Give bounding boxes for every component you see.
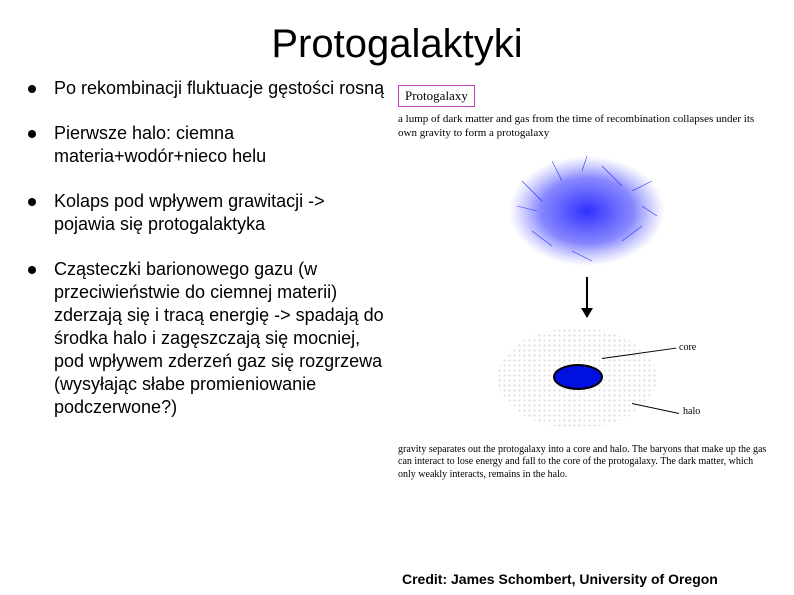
bullet-list: Po rekombinacji fluktuacje gęstości rosn…: [18, 77, 386, 419]
cloud-icon: [502, 151, 672, 271]
protogalaxy-label-box: Protogalaxy: [398, 85, 475, 107]
left-column: Po rekombinacji fluktuacje gęstości rosn…: [18, 77, 398, 461]
arrow-down-icon: [586, 277, 588, 317]
core-label: core: [679, 342, 696, 353]
protogalaxy-figure: core halo gravity separates out the prot…: [398, 151, 776, 461]
figure-top-description: a lump of dark matter and gas from the t…: [398, 113, 776, 141]
content-area: Po rekombinacji fluktuacje gęstości rosn…: [0, 77, 794, 461]
slide-title: Protogalaktyki: [0, 0, 794, 77]
figure-bottom-description: gravity separates out the protogalaxy in…: [398, 438, 776, 482]
bullet-item: Cząsteczki barionowego gazu (w przeciwie…: [36, 258, 386, 419]
collapsed-galaxy: core halo: [467, 328, 707, 438]
credit-text: Credit: James Schombert, University of O…: [402, 571, 718, 587]
halo-label: halo: [683, 406, 700, 417]
arrow-down: [398, 277, 776, 322]
core-region: [553, 364, 603, 390]
right-column: Protogalaxy a lump of dark matter and ga…: [398, 77, 776, 461]
bullet-item: Pierwsze halo: ciemna materia+wodór+niec…: [36, 122, 386, 168]
bullet-item: Kolaps pod wpływem grawitacji -> pojawia…: [36, 190, 386, 236]
bullet-item: Po rekombinacji fluktuacje gęstości rosn…: [36, 77, 386, 100]
protohalo-cloud: [502, 151, 672, 271]
